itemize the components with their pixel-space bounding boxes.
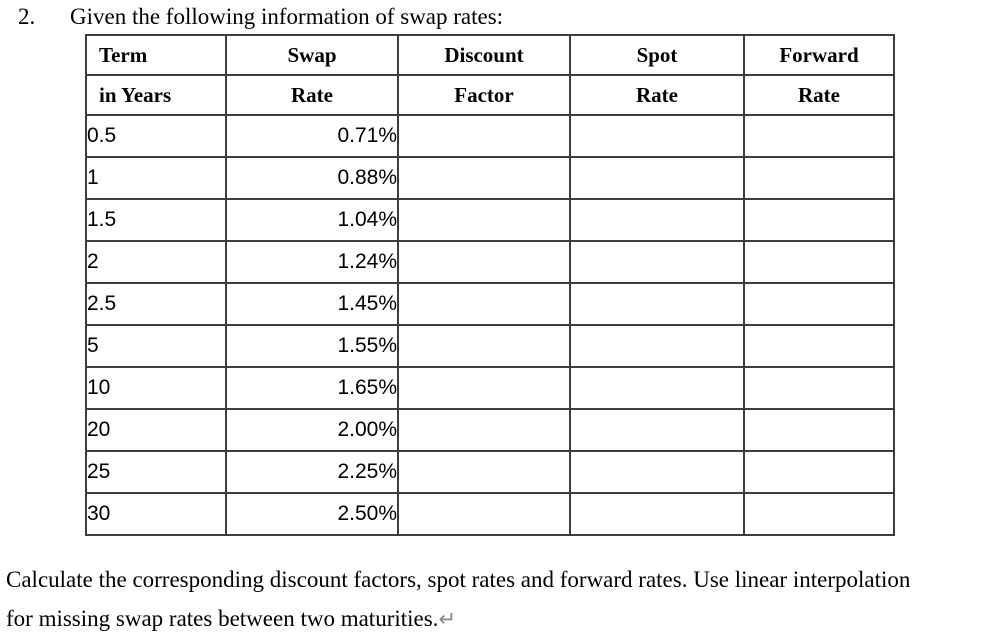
term-cell: 1.5 — [85, 198, 227, 242]
discount-factor-cell — [397, 282, 571, 326]
swap-rate-cell: 1.24% — [225, 240, 399, 284]
forward-rate-cell — [743, 156, 895, 200]
term-cell: 2.5 — [85, 282, 227, 326]
discount-factor-cell — [397, 408, 571, 452]
swap-rate-cell: 1.45% — [225, 282, 399, 326]
table-row: 2 1.24% — [85, 240, 895, 284]
spot-rate-cell — [569, 408, 745, 452]
header-spot-rate: Rate — [569, 74, 745, 116]
swap-rate-cell: 1.04% — [225, 198, 399, 242]
forward-rate-cell — [743, 408, 895, 452]
instruction-line-1: Calculate the corresponding discount fac… — [6, 567, 911, 592]
term-cell: 5 — [85, 324, 227, 368]
header-in-years: in Years — [85, 74, 227, 116]
term-cell: 20 — [85, 408, 227, 452]
swap-rate-cell: 2.50% — [225, 492, 399, 536]
question-number: 2. — [18, 4, 36, 29]
spot-rate-cell — [569, 450, 745, 494]
discount-factor-cell — [397, 450, 571, 494]
spot-rate-cell — [569, 324, 745, 368]
spot-rate-cell — [569, 198, 745, 242]
forward-rate-cell — [743, 240, 895, 284]
swap-rates-table: Term Swap Discount Spot Forward in Years… — [85, 34, 895, 536]
swap-rate-cell: 0.88% — [225, 156, 399, 200]
spot-rate-cell — [569, 156, 745, 200]
spot-rate-cell — [569, 366, 745, 410]
forward-rate-cell — [743, 114, 895, 158]
discount-factor-cell — [397, 324, 571, 368]
table-body: 0.5 0.71% 1 0.88% 1.5 1.04% 2 1.24% — [85, 114, 895, 536]
swap-rate-cell: 2.00% — [225, 408, 399, 452]
swap-rate-cell: 2.25% — [225, 450, 399, 494]
spot-rate-cell — [569, 492, 745, 536]
table-row: 10 1.65% — [85, 366, 895, 410]
forward-rate-cell — [743, 450, 895, 494]
header-swap: Swap — [225, 34, 399, 76]
header-row-1: Term Swap Discount Spot Forward — [85, 34, 895, 76]
table-row: 5 1.55% — [85, 324, 895, 368]
header-forward-rate: Rate — [743, 74, 895, 116]
table-row: 1 0.88% — [85, 156, 895, 200]
swap-rate-cell: 1.65% — [225, 366, 399, 410]
forward-rate-cell — [743, 324, 895, 368]
spot-rate-cell — [569, 114, 745, 158]
forward-rate-cell — [743, 492, 895, 536]
header-discount: Discount — [397, 34, 571, 76]
term-cell: 25 — [85, 450, 227, 494]
line-break-mark: ↵ — [438, 607, 457, 631]
swap-rate-cell: 1.55% — [225, 324, 399, 368]
spot-rate-cell — [569, 240, 745, 284]
table-row: 1.5 1.04% — [85, 198, 895, 242]
table-row: 2.5 1.45% — [85, 282, 895, 326]
discount-factor-cell — [397, 114, 571, 158]
header-discount-factor: Factor — [397, 74, 571, 116]
discount-factor-cell — [397, 366, 571, 410]
header-spot: Spot — [569, 34, 745, 76]
swap-rate-cell: 0.71% — [225, 114, 399, 158]
discount-factor-cell — [397, 198, 571, 242]
term-cell: 2 — [85, 240, 227, 284]
instruction-line-2: for missing swap rates between two matur… — [6, 606, 457, 631]
discount-factor-cell — [397, 240, 571, 284]
term-cell: 0.5 — [85, 114, 227, 158]
table-row: 0.5 0.71% — [85, 114, 895, 158]
header-forward: Forward — [743, 34, 895, 76]
table-row: 30 2.50% — [85, 492, 895, 536]
forward-rate-cell — [743, 366, 895, 410]
forward-rate-cell — [743, 282, 895, 326]
term-cell: 1 — [85, 156, 227, 200]
table-row: 25 2.25% — [85, 450, 895, 494]
table-header: Term Swap Discount Spot Forward in Years… — [85, 34, 895, 116]
header-row-2: in Years Rate Factor Rate Rate — [85, 74, 895, 116]
question-heading: 2. Given the following information of sw… — [0, 2, 1004, 32]
header-term: Term — [85, 34, 227, 76]
discount-factor-cell — [397, 156, 571, 200]
instruction-paragraph: Calculate the corresponding discount fac… — [6, 560, 1004, 639]
question-prompt: Given the following information of swap … — [70, 4, 504, 29]
header-swap-rate: Rate — [225, 74, 399, 116]
discount-factor-cell — [397, 492, 571, 536]
term-cell: 30 — [85, 492, 227, 536]
forward-rate-cell — [743, 198, 895, 242]
table-row: 20 2.00% — [85, 408, 895, 452]
spot-rate-cell — [569, 282, 745, 326]
term-cell: 10 — [85, 366, 227, 410]
